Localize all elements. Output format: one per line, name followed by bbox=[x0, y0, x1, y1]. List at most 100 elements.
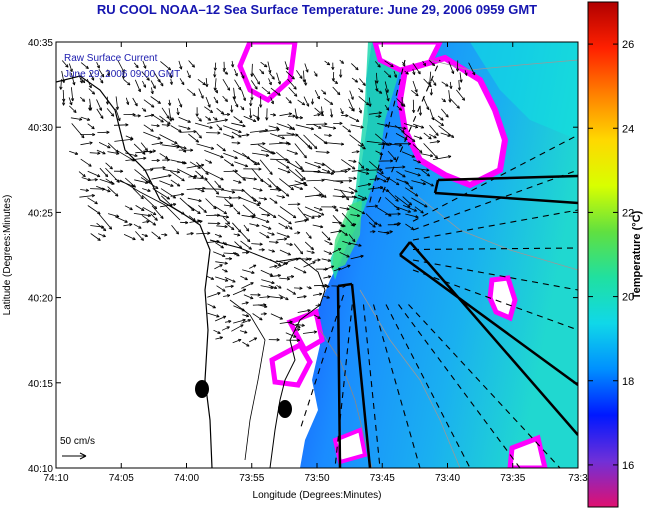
current-vector bbox=[340, 168, 351, 171]
current-vector-head bbox=[217, 292, 221, 296]
current-vector-head bbox=[205, 83, 209, 88]
current-vector bbox=[232, 169, 246, 181]
current-vector bbox=[96, 62, 100, 69]
current-vector bbox=[422, 96, 429, 110]
current-vector bbox=[394, 195, 411, 208]
current-vector-head bbox=[426, 173, 431, 177]
current-vector bbox=[134, 169, 151, 183]
current-vector-head bbox=[140, 237, 144, 241]
current-vector-head bbox=[301, 168, 305, 172]
current-vector bbox=[197, 78, 206, 86]
current-vector bbox=[332, 86, 341, 96]
current-vector-head bbox=[278, 188, 282, 192]
current-vector-head bbox=[271, 280, 275, 285]
current-vector bbox=[133, 223, 142, 229]
current-vector-head bbox=[338, 229, 342, 233]
current-vector-head bbox=[242, 124, 246, 128]
current-vector bbox=[160, 61, 171, 71]
current-vector-head bbox=[170, 183, 174, 187]
current-vector bbox=[276, 72, 281, 85]
current-vector bbox=[170, 125, 182, 133]
current-vector bbox=[259, 129, 280, 133]
current-vector bbox=[78, 171, 86, 178]
current-vector bbox=[231, 324, 244, 332]
current-vector-head bbox=[426, 168, 430, 172]
current-vector bbox=[188, 215, 196, 222]
current-vector-head bbox=[248, 246, 252, 250]
current-vector-head bbox=[224, 278, 229, 282]
current-vector bbox=[222, 269, 228, 273]
current-vector bbox=[151, 167, 166, 169]
current-vector-head bbox=[303, 155, 307, 159]
current-vector-head bbox=[144, 147, 148, 152]
current-vector-head bbox=[110, 113, 115, 117]
current-vector bbox=[359, 78, 366, 86]
current-vector-head bbox=[159, 141, 163, 145]
current-vector bbox=[279, 141, 291, 145]
current-vector-head bbox=[289, 242, 293, 247]
current-vector-head bbox=[62, 102, 66, 106]
current-vector bbox=[187, 88, 196, 96]
transect-line bbox=[412, 209, 578, 241]
current-vector bbox=[414, 206, 424, 214]
current-vector-head bbox=[328, 133, 332, 137]
current-vector-head bbox=[429, 92, 434, 96]
current-vector bbox=[322, 168, 331, 173]
current-vector-head bbox=[134, 102, 138, 107]
current-vector-head bbox=[244, 277, 248, 281]
current-vector-head bbox=[328, 275, 332, 279]
current-vector-head bbox=[259, 317, 263, 321]
scale-arrow bbox=[62, 452, 87, 460]
current-vector bbox=[214, 180, 221, 189]
current-vector-head bbox=[252, 118, 257, 122]
current-vector bbox=[161, 234, 168, 236]
current-vector bbox=[270, 189, 282, 191]
current-vector bbox=[387, 150, 397, 161]
current-vector-head bbox=[230, 226, 235, 231]
current-vector bbox=[294, 232, 301, 234]
current-vector-head bbox=[420, 210, 424, 214]
current-vector bbox=[385, 88, 389, 102]
current-vector-head bbox=[150, 90, 154, 95]
current-vector-head bbox=[395, 198, 399, 202]
current-vector bbox=[304, 194, 322, 198]
current-vector-head bbox=[397, 222, 401, 226]
current-vector-head bbox=[435, 132, 439, 136]
current-vector-head bbox=[245, 228, 250, 232]
current-vector-head bbox=[166, 123, 170, 127]
current-vector-head bbox=[126, 101, 130, 105]
current-vector bbox=[143, 124, 154, 132]
current-vector bbox=[279, 321, 293, 324]
current-vector-head bbox=[229, 257, 233, 261]
current-vector-head bbox=[224, 261, 228, 265]
current-vector-head bbox=[328, 251, 333, 255]
current-vector bbox=[225, 320, 232, 323]
current-vector bbox=[428, 133, 437, 139]
current-vector-head bbox=[170, 117, 175, 121]
current-vector-head bbox=[353, 159, 357, 163]
current-vector bbox=[99, 167, 109, 178]
current-vector-head bbox=[355, 66, 359, 71]
current-vector-head bbox=[326, 284, 330, 289]
current-vector bbox=[313, 206, 323, 211]
current-vector-head bbox=[228, 319, 232, 324]
current-vector-head bbox=[268, 184, 272, 188]
current-vector-head bbox=[317, 258, 321, 262]
current-vector-head bbox=[166, 196, 171, 200]
current-vector bbox=[257, 144, 274, 154]
current-vector-head bbox=[230, 284, 234, 289]
current-vector-head bbox=[445, 114, 449, 118]
current-vector bbox=[168, 99, 171, 106]
current-vector bbox=[242, 269, 255, 274]
current-vector-head bbox=[304, 219, 308, 223]
current-vector bbox=[279, 206, 297, 219]
current-vector bbox=[240, 275, 248, 281]
current-vector bbox=[304, 206, 325, 216]
current-vector bbox=[123, 223, 133, 227]
current-vector bbox=[205, 179, 220, 195]
current-vector-head bbox=[317, 315, 321, 319]
sampling-box bbox=[399, 241, 578, 436]
station-marker bbox=[195, 380, 209, 398]
current-vector-head bbox=[413, 208, 418, 212]
current-vector-head bbox=[269, 171, 273, 175]
